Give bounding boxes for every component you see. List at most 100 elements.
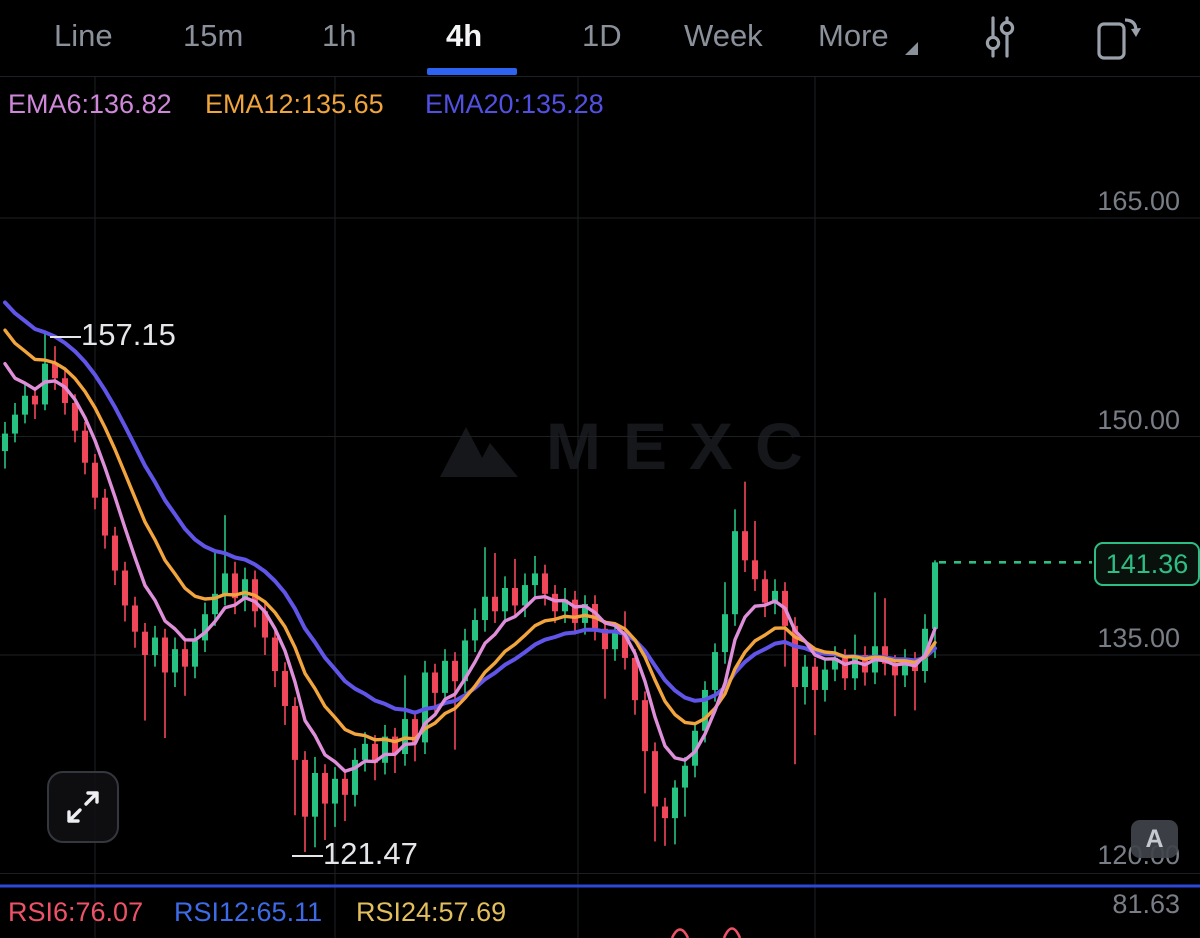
- candle-body: [572, 599, 578, 623]
- ema20-label[interactable]: EMA20:135.28: [425, 89, 604, 119]
- candle-body: [462, 640, 468, 682]
- candles: [2, 332, 938, 853]
- ema6-label[interactable]: EMA6:136.82: [8, 89, 172, 119]
- candle-body: [152, 637, 158, 655]
- rsi-line-segment: [722, 927, 742, 938]
- candle-body: [342, 778, 348, 795]
- candle-body: [482, 596, 488, 621]
- rsi24-label[interactable]: RSI24:57.69: [356, 897, 507, 927]
- candle-body: [292, 705, 298, 760]
- ema6-line: [3, 362, 937, 773]
- candle-body: [692, 730, 698, 766]
- candle-body: [72, 402, 78, 431]
- candle-body: [492, 596, 498, 612]
- auto-badge[interactable]: A: [1131, 820, 1178, 858]
- expand-arrows-icon: [67, 791, 99, 823]
- candle-body: [352, 759, 358, 795]
- candle-body: [192, 640, 198, 667]
- candle-body: [632, 657, 638, 701]
- price-label-135: 135.00: [1097, 623, 1180, 653]
- candle-body: [742, 531, 748, 561]
- candle-body: [82, 430, 88, 463]
- candle-body: [212, 593, 218, 615]
- rsi-line-segment: [670, 928, 690, 938]
- candle-body: [702, 689, 708, 731]
- candle-body: [242, 579, 248, 599]
- candle-body: [772, 590, 778, 603]
- timeframe-toolbar: Line 15m 1h 4h 1D Week More: [0, 0, 1200, 77]
- candle-body: [712, 652, 718, 690]
- candle-body: [412, 719, 418, 743]
- candle-body: [822, 669, 828, 690]
- fullscreen-expand-button[interactable]: [47, 771, 119, 843]
- candle-body: [762, 579, 768, 603]
- candle-body: [922, 628, 928, 672]
- candle-body: [452, 660, 458, 682]
- candle-body: [382, 736, 388, 763]
- mexc-logo-icon: [440, 427, 518, 477]
- watermark-text: MEXC: [546, 409, 825, 483]
- candle-body: [892, 663, 898, 676]
- candle-body: [442, 660, 448, 693]
- candle-body: [582, 604, 588, 623]
- candle-body: [642, 700, 648, 752]
- candle-body: [842, 657, 848, 679]
- candle-body: [262, 611, 268, 638]
- tab-15m[interactable]: 15m: [183, 18, 244, 53]
- candle-body: [332, 778, 338, 804]
- rsi12-label[interactable]: RSI12:65.11: [174, 897, 323, 927]
- tab-4h-active[interactable]: 4h: [446, 18, 483, 53]
- candle-body: [92, 462, 98, 498]
- candle-body: [162, 637, 168, 673]
- rsi6-label[interactable]: RSI6:76.07: [8, 897, 144, 927]
- candle-body: [142, 631, 148, 655]
- candle-body: [232, 573, 238, 599]
- candle-body: [752, 560, 758, 580]
- candle-body: [122, 570, 128, 606]
- candle-body: [602, 628, 608, 650]
- candle-body: [102, 497, 108, 536]
- candle-body: [12, 414, 18, 434]
- candle-body: [902, 660, 908, 676]
- candle-body: [932, 562, 938, 629]
- candle-body: [112, 535, 118, 571]
- candle-body: [882, 646, 888, 664]
- candle-body: [832, 657, 838, 670]
- candle-body: [222, 573, 228, 594]
- tab-week[interactable]: Week: [684, 18, 763, 53]
- current-price-badge: 141.36: [1094, 542, 1200, 586]
- more-caret-icon: [905, 42, 918, 55]
- candle-body: [32, 395, 38, 405]
- candle-body: [322, 772, 328, 804]
- tab-line[interactable]: Line: [54, 18, 113, 53]
- candle-body: [552, 593, 558, 612]
- tab-more[interactable]: More: [818, 18, 889, 53]
- high-price-annotation: —157.15: [50, 317, 176, 352]
- candle-body: [282, 671, 288, 706]
- candle-body: [472, 620, 478, 641]
- candle-body: [2, 433, 8, 452]
- rotate-screen-icon[interactable]: [1094, 14, 1142, 62]
- candle-body: [362, 743, 368, 760]
- tab-1h[interactable]: 1h: [322, 18, 357, 53]
- candle-body: [432, 672, 438, 693]
- candle-body: [392, 736, 398, 755]
- candle-body: [502, 587, 508, 612]
- ema12-label[interactable]: EMA12:135.65: [205, 89, 384, 119]
- candle-body: [182, 649, 188, 667]
- candle-body: [562, 599, 568, 612]
- candle-body: [622, 631, 628, 658]
- candle-body: [612, 631, 618, 650]
- candle-body: [682, 765, 688, 788]
- candle-body: [802, 666, 808, 688]
- candle-body: [272, 637, 278, 672]
- indicator-settings-icon[interactable]: [982, 14, 1018, 60]
- candle-body: [62, 378, 68, 403]
- tab-1d[interactable]: 1D: [582, 18, 622, 53]
- candle-body: [172, 649, 178, 673]
- candle-body: [732, 531, 738, 615]
- candle-body: [22, 395, 28, 415]
- active-tab-underline: [427, 68, 517, 75]
